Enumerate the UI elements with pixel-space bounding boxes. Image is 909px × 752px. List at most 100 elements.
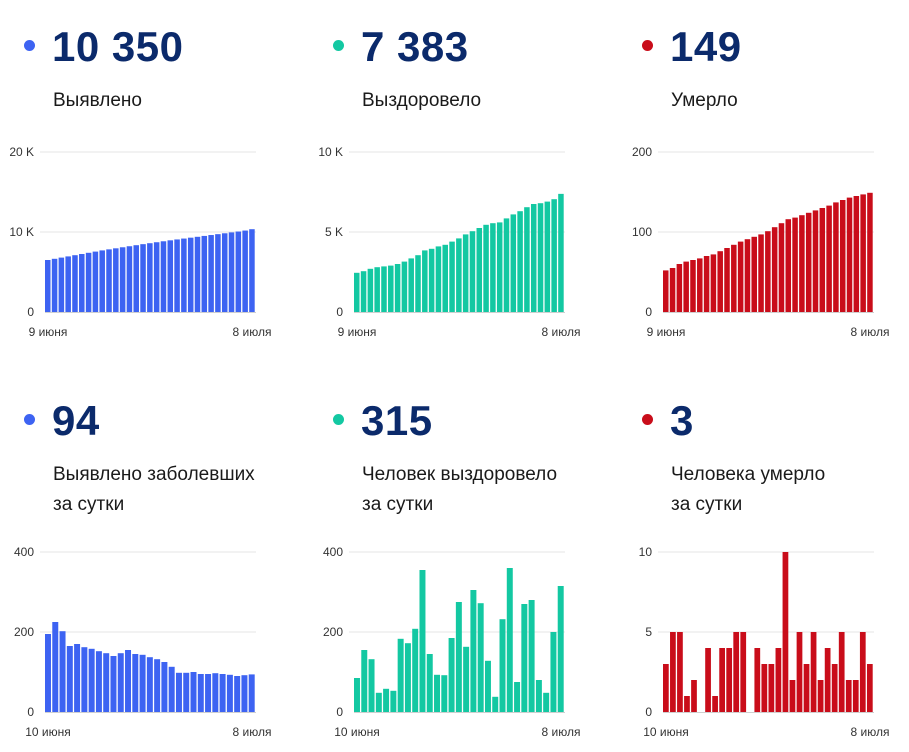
y-tick-label: 200 [14, 625, 34, 639]
bar [183, 672, 190, 712]
bar [499, 619, 506, 712]
bar [831, 664, 838, 712]
bar [249, 229, 255, 312]
bar [45, 634, 51, 712]
bar [744, 239, 751, 312]
bar [677, 632, 683, 712]
bar [550, 632, 557, 712]
bar [838, 632, 845, 712]
bar-chart: 0 100 200 9 июня 8 июля [632, 145, 890, 339]
bar [521, 604, 528, 712]
bar [558, 193, 564, 312]
stat-panel-daily-recovered: 315 Человек выздоровело за сутки 0 200 400 10 … [309, 0, 609, 740]
bar [670, 632, 676, 712]
stat-label-line: за сутки [53, 494, 125, 515]
stat-panel-cumulative-cases: 10 350 Выявлено 0 10 K 20 K 9 июня 8 июля [0, 0, 300, 370]
bar [710, 254, 717, 312]
x-tick-label-end: 8 июля [851, 725, 890, 739]
bar [826, 205, 832, 312]
bar [219, 674, 226, 712]
bar [181, 238, 187, 312]
bar [758, 234, 764, 312]
stat-value: 315 [361, 397, 433, 444]
bar [463, 646, 470, 712]
bar [226, 674, 233, 712]
y-tick-label: 400 [14, 545, 34, 559]
bar [517, 211, 523, 312]
bar [190, 672, 197, 712]
bar [845, 680, 852, 712]
bar [524, 207, 530, 312]
bar [867, 192, 873, 312]
bar [85, 252, 92, 312]
bar [528, 600, 535, 712]
bar [792, 217, 798, 312]
bar [412, 628, 419, 712]
bar [52, 622, 59, 712]
bar [167, 240, 174, 312]
bar [125, 650, 132, 712]
legend-dot [642, 414, 653, 425]
bar [846, 197, 853, 312]
bar [765, 231, 771, 312]
y-tick-label: 200 [632, 145, 652, 159]
x-tick-label-start: 10 июня [334, 725, 380, 739]
bar [390, 690, 397, 712]
bar [58, 257, 65, 312]
bar [241, 675, 248, 712]
bar [839, 200, 846, 312]
bar [866, 664, 873, 712]
stat-label-line: Человека умерло [671, 464, 826, 485]
bar [543, 692, 550, 712]
bar [394, 264, 401, 312]
legend-dot [333, 40, 344, 51]
bar [197, 674, 204, 712]
bar [833, 202, 839, 312]
stat-label: Умерло [671, 86, 909, 116]
bar [860, 194, 866, 312]
y-tick-label: 0 [645, 305, 652, 319]
y-tick-label: 10 [639, 545, 653, 559]
bar [404, 643, 411, 712]
y-tick-label: 5 K [325, 225, 343, 239]
bar [161, 662, 168, 712]
bar [248, 674, 255, 712]
bar [397, 638, 404, 712]
bar [490, 223, 496, 312]
bar [74, 644, 81, 712]
y-tick-label: 20 K [9, 145, 34, 159]
bar [492, 696, 499, 712]
bar [544, 201, 551, 312]
bar [669, 268, 676, 312]
bar [751, 236, 757, 312]
bar-chart: 0 200 400 10 июня 8 июля [323, 545, 581, 739]
y-tick-label: 10 K [318, 145, 343, 159]
bar [426, 654, 433, 712]
bar [113, 248, 119, 312]
bar [221, 233, 228, 312]
y-tick-label: 10 K [9, 225, 34, 239]
bar [126, 246, 133, 312]
x-tick-label-end: 8 июля [851, 325, 890, 339]
bar [65, 256, 71, 312]
stat-label: Выявлено [53, 86, 313, 116]
bar [215, 234, 221, 312]
x-tick-label-start: 10 июня [25, 725, 71, 739]
bar [401, 261, 408, 312]
bar [462, 234, 469, 312]
bar [368, 659, 375, 712]
stat-label: Человек выздоровело за сутки [362, 460, 622, 520]
bar [422, 250, 428, 312]
bar [415, 255, 421, 312]
x-tick-label-start: 9 июня [338, 325, 377, 339]
bar [354, 678, 360, 712]
bar [194, 236, 201, 312]
bar [442, 244, 448, 312]
stat-label-line: за сутки [362, 494, 434, 515]
x-tick-label-start: 10 июня [643, 725, 689, 739]
bar [535, 680, 542, 712]
bar [235, 231, 242, 312]
bar [92, 251, 99, 312]
y-tick-label: 5 [645, 625, 652, 639]
bar [45, 260, 51, 312]
